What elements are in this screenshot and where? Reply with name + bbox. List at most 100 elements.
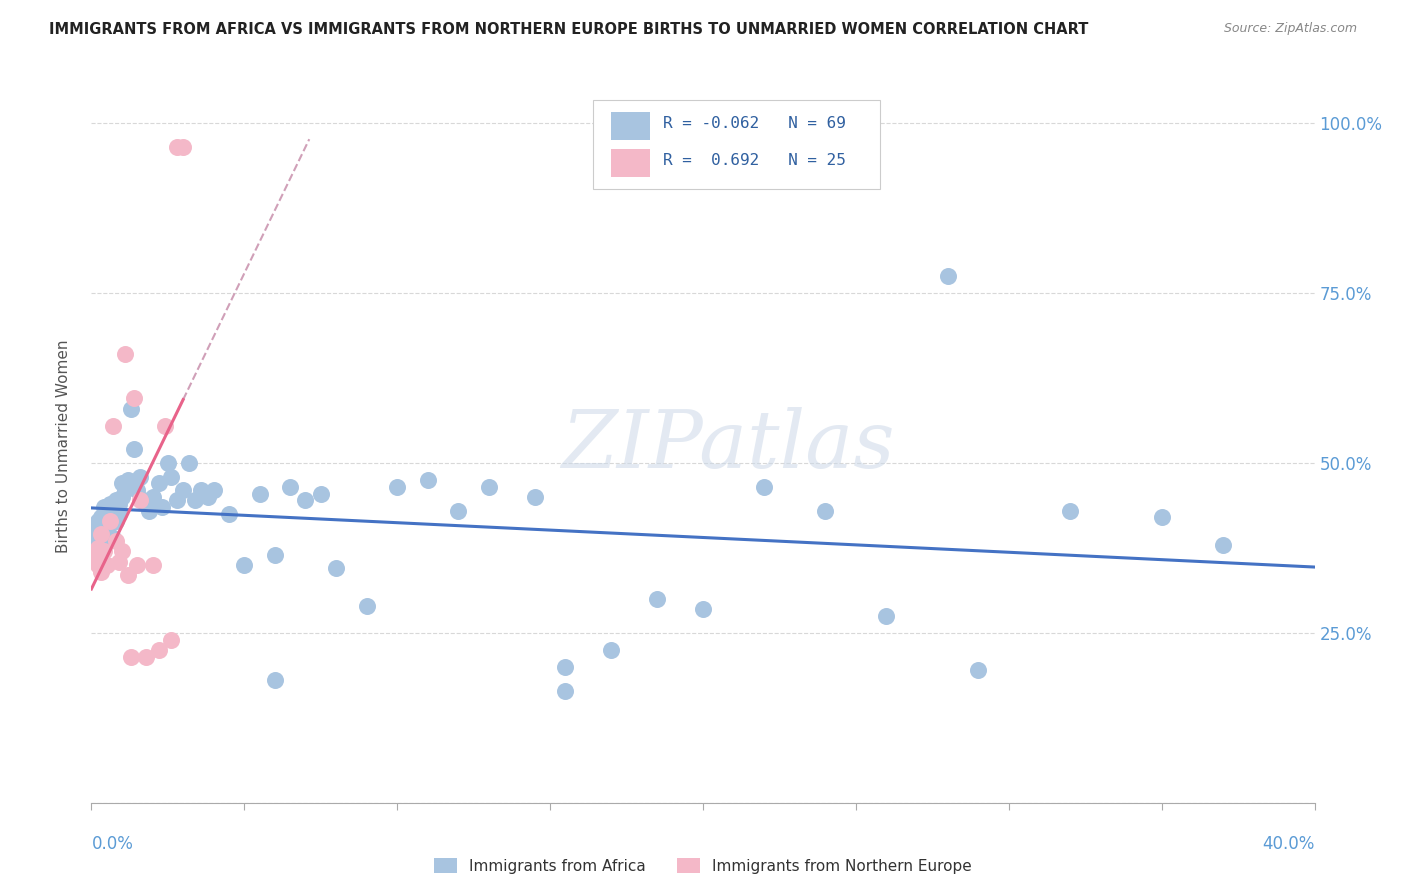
Point xyxy=(86,534,108,549)
Point xyxy=(172,483,194,498)
Point xyxy=(153,418,176,433)
Point xyxy=(416,473,439,487)
Point xyxy=(98,517,121,532)
Text: 40.0%: 40.0% xyxy=(1263,835,1315,853)
Point xyxy=(356,599,378,613)
Point xyxy=(114,483,136,498)
Point xyxy=(179,456,201,470)
Point xyxy=(150,500,173,515)
Text: 0.0%: 0.0% xyxy=(91,835,134,853)
Point xyxy=(967,663,990,677)
Point xyxy=(83,527,105,541)
Point xyxy=(197,490,219,504)
Point xyxy=(127,483,149,498)
Point xyxy=(1150,510,1173,524)
FancyBboxPatch shape xyxy=(593,100,880,189)
FancyBboxPatch shape xyxy=(612,149,651,178)
Point xyxy=(98,514,121,528)
Point xyxy=(129,493,152,508)
Point xyxy=(218,507,240,521)
Point xyxy=(141,558,163,572)
Point xyxy=(523,490,546,504)
Point xyxy=(93,500,115,515)
Point xyxy=(96,520,118,534)
Point xyxy=(90,565,112,579)
Point xyxy=(114,347,136,361)
Point xyxy=(108,497,131,511)
Point xyxy=(278,480,301,494)
Text: R = -0.062   N = 69: R = -0.062 N = 69 xyxy=(662,116,845,130)
Point xyxy=(692,602,714,616)
Point xyxy=(814,503,837,517)
Point xyxy=(1059,503,1081,517)
Legend: Immigrants from Africa, Immigrants from Northern Europe: Immigrants from Africa, Immigrants from … xyxy=(429,852,977,880)
Point xyxy=(309,486,332,500)
Point xyxy=(117,473,139,487)
Point xyxy=(120,649,142,664)
FancyBboxPatch shape xyxy=(612,112,651,140)
Point xyxy=(138,503,160,517)
Point xyxy=(478,480,501,494)
Point xyxy=(104,514,127,528)
Point xyxy=(129,469,152,483)
Point xyxy=(98,497,121,511)
Point xyxy=(122,392,145,406)
Point xyxy=(1212,537,1234,551)
Point xyxy=(104,534,127,549)
Point xyxy=(754,480,776,494)
Point xyxy=(120,401,142,416)
Point xyxy=(264,548,287,562)
Point xyxy=(127,558,149,572)
Point xyxy=(325,561,347,575)
Point xyxy=(93,544,115,558)
Point xyxy=(148,643,170,657)
Point xyxy=(233,558,256,572)
Point xyxy=(86,558,108,572)
Point xyxy=(96,558,118,572)
Point xyxy=(111,490,134,504)
Point xyxy=(104,493,127,508)
Point xyxy=(148,476,170,491)
Point xyxy=(86,514,108,528)
Point xyxy=(135,497,157,511)
Point xyxy=(122,442,145,457)
Point xyxy=(172,140,194,154)
Point xyxy=(156,456,179,470)
Point xyxy=(645,591,668,606)
Point xyxy=(141,490,163,504)
Point xyxy=(90,524,112,538)
Point xyxy=(108,507,131,521)
Text: IMMIGRANTS FROM AFRICA VS IMMIGRANTS FROM NORTHERN EUROPE BIRTHS TO UNMARRIED WO: IMMIGRANTS FROM AFRICA VS IMMIGRANTS FRO… xyxy=(49,22,1088,37)
Text: Source: ZipAtlas.com: Source: ZipAtlas.com xyxy=(1223,22,1357,36)
Point xyxy=(190,483,212,498)
Y-axis label: Births to Unmarried Women: Births to Unmarried Women xyxy=(56,339,70,553)
Point xyxy=(101,503,124,517)
Point xyxy=(554,660,576,674)
Text: R =  0.692   N = 25: R = 0.692 N = 25 xyxy=(662,153,845,169)
Point xyxy=(184,493,207,508)
Point xyxy=(86,541,108,555)
Point xyxy=(160,469,183,483)
Point xyxy=(264,673,287,688)
Point xyxy=(936,269,959,284)
Point xyxy=(111,476,134,491)
Point xyxy=(875,608,898,623)
Point xyxy=(554,683,576,698)
Point xyxy=(600,643,623,657)
Point xyxy=(202,483,225,498)
Point xyxy=(166,493,188,508)
Point xyxy=(90,510,112,524)
Point xyxy=(101,418,124,433)
Point xyxy=(385,480,409,494)
Point xyxy=(111,544,134,558)
Point xyxy=(249,486,271,500)
Point xyxy=(93,531,115,545)
Point xyxy=(166,140,188,154)
Point xyxy=(132,493,155,508)
Point xyxy=(294,493,316,508)
Point xyxy=(96,507,118,521)
Text: ZIPatlas: ZIPatlas xyxy=(561,408,894,484)
Point xyxy=(83,551,105,566)
Point xyxy=(447,503,470,517)
Point xyxy=(117,568,139,582)
